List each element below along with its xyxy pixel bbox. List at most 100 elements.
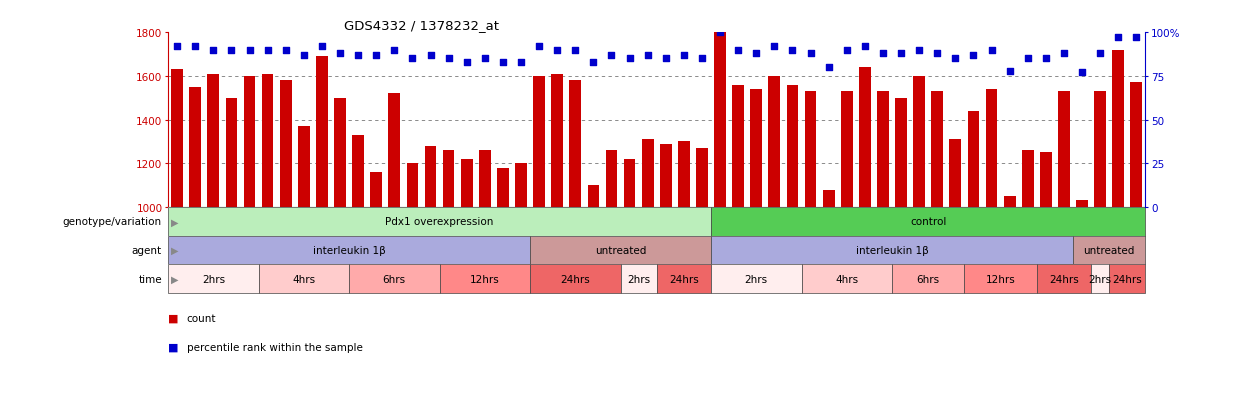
Point — [873, 51, 893, 57]
Bar — [533, 77, 545, 208]
Text: ▶: ▶ — [171, 274, 178, 284]
Text: untreated: untreated — [595, 245, 646, 255]
Point — [801, 51, 820, 57]
Bar — [1003, 197, 1016, 208]
Bar — [931, 92, 944, 208]
Point — [1000, 68, 1020, 75]
Point — [855, 44, 875, 50]
Text: untreated: untreated — [1083, 245, 1135, 255]
Bar — [168, 236, 530, 265]
Bar — [552, 74, 563, 208]
Point — [584, 59, 604, 66]
Bar — [208, 74, 219, 208]
Text: ■: ■ — [168, 313, 178, 323]
Text: 2hrs: 2hrs — [627, 274, 650, 284]
Bar — [461, 159, 473, 208]
Bar — [1073, 236, 1145, 265]
Point — [928, 51, 947, 57]
Point — [366, 52, 386, 59]
Point — [222, 47, 242, 54]
Point — [710, 30, 730, 36]
Bar — [840, 92, 853, 208]
Bar — [349, 265, 439, 293]
Bar — [298, 127, 310, 208]
Text: percentile rank within the sample: percentile rank within the sample — [187, 342, 362, 352]
Bar — [624, 159, 635, 208]
Text: agent: agent — [132, 245, 162, 255]
Bar — [715, 33, 726, 208]
Point — [656, 56, 676, 62]
Bar — [259, 265, 349, 293]
Point — [764, 44, 784, 50]
Point — [493, 59, 513, 66]
Bar — [439, 265, 530, 293]
Text: Pdx1 overexpression: Pdx1 overexpression — [386, 217, 494, 227]
Bar — [189, 88, 202, 208]
Point — [1036, 56, 1056, 62]
Text: 4hrs: 4hrs — [293, 274, 315, 284]
Bar — [1058, 92, 1069, 208]
Bar — [497, 168, 509, 208]
Bar — [1022, 151, 1033, 208]
Point — [837, 47, 857, 54]
Text: 2hrs: 2hrs — [745, 274, 768, 284]
Bar — [334, 98, 346, 208]
Point — [402, 56, 422, 62]
Bar — [891, 265, 965, 293]
Point — [1055, 51, 1074, 57]
Point — [692, 56, 712, 62]
Point — [620, 56, 640, 62]
Bar — [657, 265, 711, 293]
Point — [294, 52, 314, 59]
Text: 12hrs: 12hrs — [469, 274, 499, 284]
Bar — [950, 140, 961, 208]
Point — [239, 47, 259, 54]
Point — [891, 51, 911, 57]
Bar — [172, 70, 183, 208]
Bar — [515, 164, 527, 208]
Text: control: control — [910, 217, 946, 227]
Text: ▶: ▶ — [171, 217, 178, 227]
Point — [421, 52, 441, 59]
Bar — [1112, 50, 1124, 208]
Point — [565, 47, 585, 54]
Bar — [914, 77, 925, 208]
Bar — [620, 265, 657, 293]
Bar — [711, 265, 802, 293]
Bar — [261, 74, 274, 208]
Bar — [370, 173, 382, 208]
Point — [674, 52, 693, 59]
Text: 6hrs: 6hrs — [382, 274, 406, 284]
Point — [457, 59, 477, 66]
Point — [548, 47, 568, 54]
Point — [945, 56, 965, 62]
Text: interleukin 1β: interleukin 1β — [312, 245, 386, 255]
Text: ▶: ▶ — [171, 245, 178, 255]
Bar — [751, 90, 762, 208]
Bar — [425, 147, 437, 208]
Bar — [696, 149, 708, 208]
Bar — [787, 85, 798, 208]
Bar — [225, 98, 238, 208]
Point — [1091, 51, 1111, 57]
Point — [275, 47, 295, 54]
Bar — [530, 236, 711, 265]
Point — [981, 47, 1001, 54]
Text: 4hrs: 4hrs — [835, 274, 858, 284]
Bar — [859, 68, 870, 208]
Text: count: count — [187, 313, 217, 323]
Point — [1127, 35, 1147, 42]
Point — [819, 65, 839, 71]
Bar — [660, 144, 671, 208]
Point — [637, 52, 657, 59]
Point — [258, 47, 278, 54]
Bar — [823, 190, 834, 208]
Bar — [530, 265, 620, 293]
Text: 6hrs: 6hrs — [916, 274, 940, 284]
Bar — [876, 92, 889, 208]
Text: 2hrs: 2hrs — [1088, 274, 1112, 284]
Text: 24hrs: 24hrs — [669, 274, 698, 284]
Point — [385, 47, 405, 54]
Bar — [711, 236, 1073, 265]
Point — [783, 47, 803, 54]
